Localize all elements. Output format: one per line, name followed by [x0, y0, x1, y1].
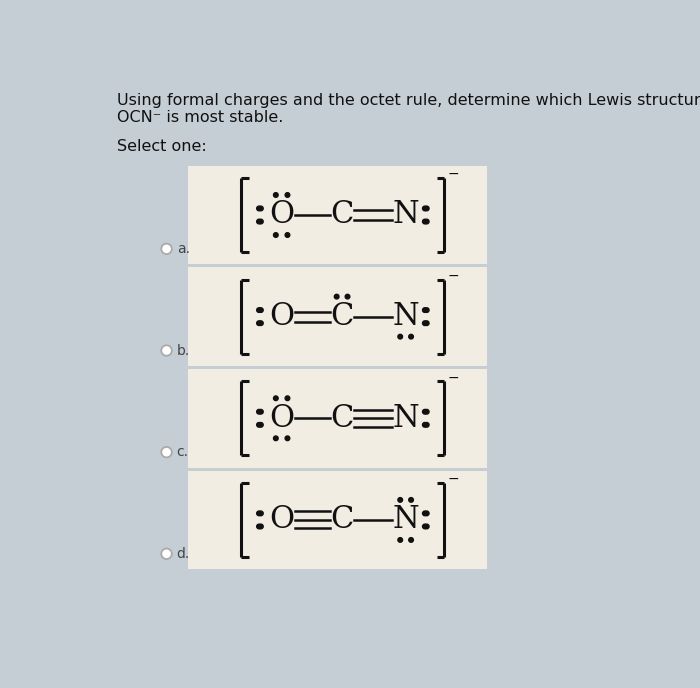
Circle shape: [258, 422, 263, 427]
Circle shape: [161, 345, 172, 356]
Circle shape: [424, 511, 429, 516]
Text: N: N: [392, 301, 419, 332]
Circle shape: [258, 219, 263, 224]
Circle shape: [274, 396, 278, 400]
Circle shape: [274, 436, 278, 440]
Text: b.: b.: [176, 343, 190, 358]
Text: N: N: [392, 504, 419, 535]
Circle shape: [423, 321, 427, 325]
Circle shape: [398, 497, 402, 502]
Circle shape: [409, 497, 414, 502]
Text: C: C: [330, 504, 354, 535]
Circle shape: [258, 206, 263, 211]
Circle shape: [274, 193, 278, 197]
Circle shape: [258, 321, 263, 325]
Circle shape: [424, 422, 429, 427]
Circle shape: [424, 308, 429, 312]
Text: OCN⁻ is most stable.: OCN⁻ is most stable.: [117, 109, 284, 125]
Bar: [188, 268, 486, 366]
Text: O: O: [269, 402, 294, 433]
Circle shape: [257, 321, 261, 325]
Circle shape: [345, 294, 350, 299]
Circle shape: [257, 511, 261, 516]
Circle shape: [161, 447, 172, 458]
Text: Using formal charges and the octet rule, determine which Lewis structure of: Using formal charges and the octet rule,…: [117, 93, 700, 107]
Text: d.: d.: [176, 547, 190, 561]
Circle shape: [424, 206, 429, 211]
Circle shape: [424, 321, 429, 325]
Bar: [188, 471, 486, 569]
Circle shape: [398, 334, 402, 339]
Circle shape: [398, 537, 402, 542]
Text: −: −: [447, 370, 459, 385]
Circle shape: [285, 396, 290, 400]
Circle shape: [423, 219, 427, 224]
Circle shape: [258, 511, 263, 516]
Circle shape: [257, 409, 261, 414]
Text: Select one:: Select one:: [117, 139, 206, 154]
Text: O: O: [269, 200, 294, 230]
Text: −: −: [447, 269, 459, 283]
Circle shape: [257, 422, 261, 427]
Bar: [188, 369, 486, 468]
Text: c.: c.: [176, 445, 188, 459]
Circle shape: [335, 294, 339, 299]
Circle shape: [257, 206, 261, 211]
Circle shape: [423, 409, 427, 414]
Circle shape: [257, 524, 261, 529]
Text: C: C: [330, 301, 354, 332]
Circle shape: [409, 537, 414, 542]
Circle shape: [423, 524, 427, 529]
Circle shape: [423, 422, 427, 427]
Text: O: O: [269, 504, 294, 535]
Circle shape: [258, 409, 263, 414]
Text: −: −: [447, 472, 459, 486]
Circle shape: [258, 524, 263, 529]
Circle shape: [424, 524, 429, 529]
Circle shape: [285, 233, 290, 237]
Circle shape: [161, 244, 172, 254]
Text: a.: a.: [176, 242, 190, 256]
Circle shape: [258, 308, 263, 312]
Bar: [188, 166, 486, 264]
Text: N: N: [392, 200, 419, 230]
Text: C: C: [330, 402, 354, 433]
Circle shape: [423, 206, 427, 211]
Circle shape: [424, 409, 429, 414]
Text: −: −: [447, 167, 459, 181]
Circle shape: [285, 436, 290, 440]
Circle shape: [257, 308, 261, 312]
Text: C: C: [330, 200, 354, 230]
Circle shape: [161, 548, 172, 559]
Circle shape: [257, 219, 261, 224]
Circle shape: [423, 308, 427, 312]
Circle shape: [409, 334, 414, 339]
Text: N: N: [392, 402, 419, 433]
Text: O: O: [269, 301, 294, 332]
Circle shape: [423, 511, 427, 516]
Circle shape: [285, 193, 290, 197]
Circle shape: [274, 233, 278, 237]
Circle shape: [424, 219, 429, 224]
